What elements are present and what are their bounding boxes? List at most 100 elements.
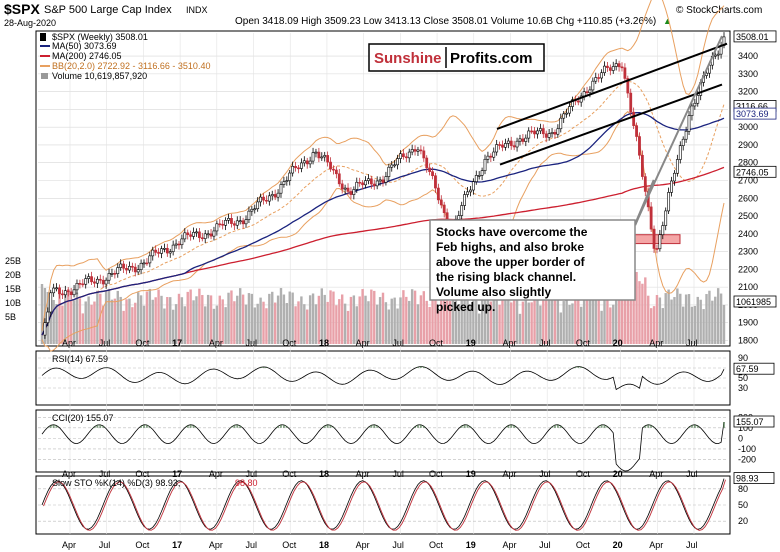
volume-bar <box>238 288 242 344</box>
volume-bar <box>370 289 373 344</box>
candle-body <box>337 173 341 185</box>
volume-bar <box>533 290 536 344</box>
volume-bar <box>145 291 149 344</box>
candle-body <box>422 150 426 159</box>
candle-body <box>635 125 638 137</box>
cci-tick-label: -200 <box>738 454 756 464</box>
legend-ma50: MA(50) 3073.69 <box>52 41 117 51</box>
volume-bar <box>437 310 440 344</box>
volume-bar <box>78 298 82 344</box>
candle-body <box>183 232 187 240</box>
volume-bar <box>355 306 358 344</box>
volume-bar <box>702 309 705 344</box>
candle-body <box>253 208 257 211</box>
candle-body <box>81 283 85 286</box>
volume-bar <box>87 296 90 344</box>
volume-tick-label: 10B <box>5 298 21 308</box>
candle-body <box>232 223 236 226</box>
candle-body <box>367 178 370 181</box>
candle-body <box>227 218 230 221</box>
candle-body <box>151 249 155 257</box>
price-tick-label: 2200 <box>738 264 758 274</box>
volume-bar <box>559 312 562 344</box>
volume-bar <box>451 289 455 344</box>
candle-body <box>576 100 580 103</box>
candle-body <box>515 140 519 148</box>
time-tick-label: Apr <box>502 540 516 550</box>
candle-body <box>713 54 717 57</box>
candle-body <box>230 218 233 224</box>
candle-body <box>471 181 475 191</box>
volume-bar <box>445 298 449 344</box>
value-badge <box>733 107 777 120</box>
volume-bar <box>582 292 586 344</box>
candle-body <box>343 187 347 190</box>
candle-body <box>474 175 478 182</box>
volume-bar <box>504 289 507 344</box>
candle-body <box>591 80 595 91</box>
volume-bar <box>349 296 353 344</box>
candle-body <box>224 219 228 226</box>
volume-bar <box>565 297 568 344</box>
candle-body <box>664 210 668 226</box>
candle-body <box>538 128 542 132</box>
volume-bar <box>492 289 495 344</box>
price-tick-label: 2500 <box>738 211 758 221</box>
volume-bar <box>58 292 61 344</box>
volume-bar <box>209 295 213 344</box>
candle-body <box>562 113 566 119</box>
volume-bar <box>285 303 289 344</box>
volume-bar <box>597 295 600 344</box>
legend-bb: BB(20,2.0) 2722.92 - 3116.66 - 3510.40 <box>52 61 210 71</box>
time-tick-label: Apr <box>62 338 76 348</box>
time-tick-label: Oct <box>282 469 297 479</box>
volume-bar <box>649 308 653 344</box>
candle-body <box>393 164 397 167</box>
volume-bar <box>623 282 627 344</box>
candle-body <box>349 191 353 195</box>
candle-body <box>247 210 251 220</box>
volume-bar <box>638 281 641 344</box>
candle-body <box>340 183 344 190</box>
candle-body <box>533 130 536 135</box>
volume-bar <box>577 293 580 344</box>
chart-ohlc: Open 3418.09 High 3509.23 Low 3413.13 Cl… <box>235 16 656 27</box>
candle-body <box>235 220 239 226</box>
price-tick-label: 2300 <box>738 247 758 257</box>
volume-bar <box>614 266 618 344</box>
candle-body <box>267 195 271 202</box>
volume-bar <box>687 294 691 344</box>
time-tick-label: Apr <box>62 469 76 479</box>
volume-bar <box>40 284 44 344</box>
candle-body <box>425 157 429 169</box>
volume-bar <box>460 293 463 344</box>
volume-bar <box>262 301 265 344</box>
candle-body <box>512 145 516 148</box>
volume-bar <box>192 300 195 344</box>
volume-bar <box>93 301 96 344</box>
price-tick-label: 2900 <box>738 140 758 150</box>
candle-body <box>696 95 700 104</box>
volume-bar <box>486 300 490 344</box>
candle-body <box>623 67 627 79</box>
volume-bar <box>171 309 175 344</box>
volume-bar <box>116 290 119 344</box>
candle-body <box>387 166 391 177</box>
candle-body <box>501 144 504 148</box>
volume-bar <box>556 296 560 344</box>
volume-bar <box>658 297 662 344</box>
volume-bar <box>716 288 720 344</box>
rsi-last-value: 67.59 <box>736 364 759 374</box>
time-tick-label: Apr <box>649 540 663 550</box>
candle-body <box>588 89 592 94</box>
volume-bar <box>515 298 519 344</box>
volume-tick-label: 25B <box>5 256 21 266</box>
volume-bar <box>378 297 382 344</box>
candle-body <box>308 160 312 165</box>
volume-bar <box>501 292 504 344</box>
candle-body <box>436 187 440 201</box>
time-tick-label: Apr <box>502 338 516 348</box>
volume-bar <box>536 292 539 344</box>
price-tick-label: 2700 <box>738 176 758 186</box>
